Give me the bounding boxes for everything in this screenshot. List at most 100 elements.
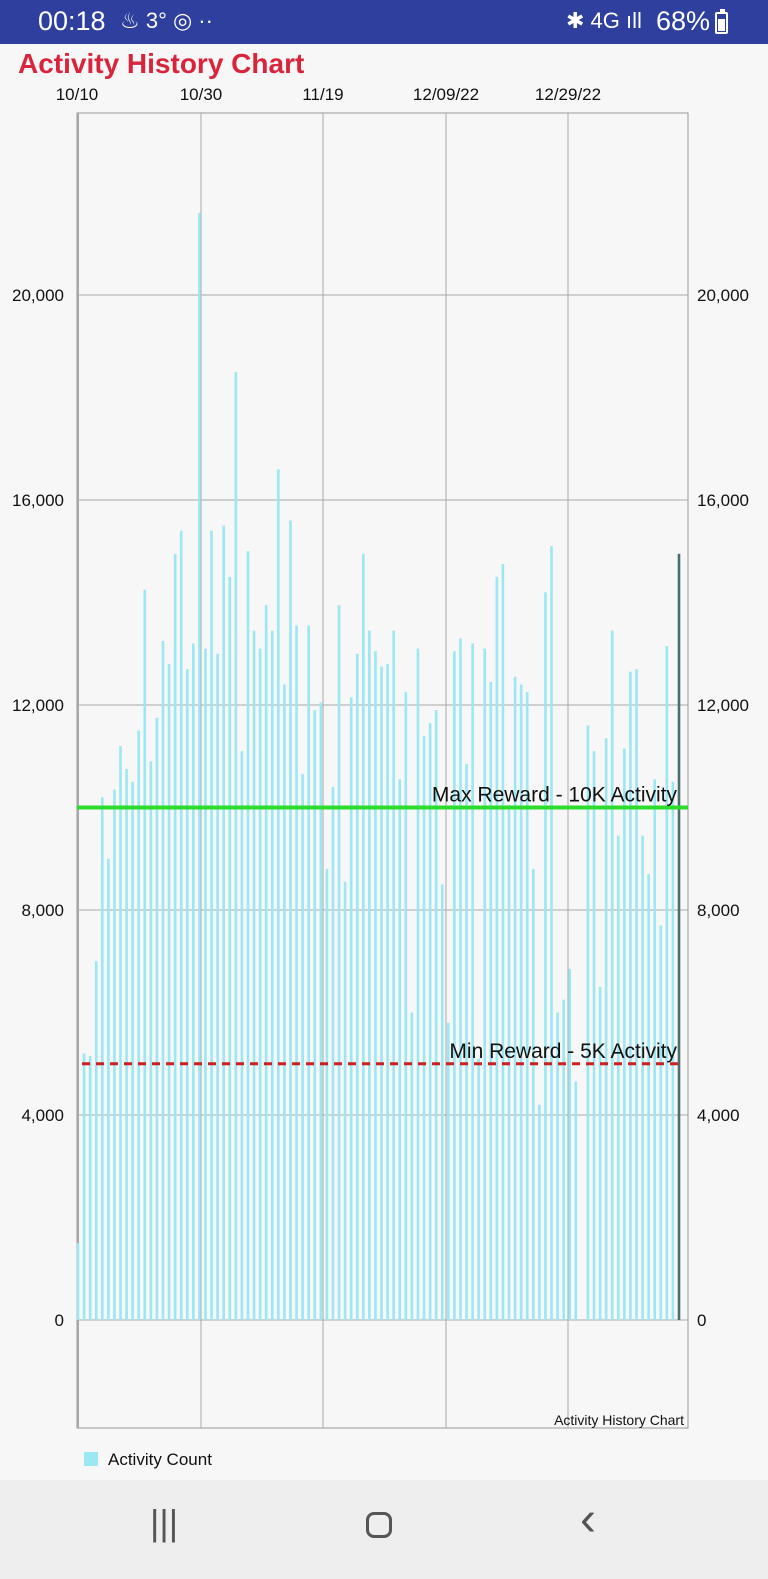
- x-tick-label: 11/19: [302, 85, 343, 104]
- y-tick-label-left: 20,000: [12, 286, 64, 305]
- chart-bar: [623, 748, 626, 1320]
- chart-bar: [453, 651, 456, 1320]
- chart-ticks: 0 0 4,000 4,000 8,000 8,000 12,000 12,000 16,000…: [12, 85, 749, 1330]
- chart-bar: [283, 684, 286, 1320]
- legend-swatch: [84, 1452, 98, 1466]
- notification-icons: ♨ 3° ◎ ··: [120, 8, 213, 33]
- chart-bar: [137, 730, 141, 1320]
- chart-bar: [483, 648, 487, 1320]
- status-bar: 00:18 ♨ 3° ◎ ·· ✱ 4G ıll 68%: [0, 0, 768, 44]
- home-button[interactable]: [366, 1512, 392, 1538]
- chart-bar: [289, 520, 292, 1320]
- recent-apps-button[interactable]: |||: [150, 1502, 179, 1543]
- chart-bar: [635, 669, 638, 1320]
- chart-bar: [465, 763, 468, 1320]
- chart-bar: [100, 797, 104, 1320]
- chart-bar: [179, 530, 183, 1320]
- chart-bar: [568, 968, 572, 1320]
- chart-legend: Activity Count: [84, 1450, 212, 1470]
- chart-bar: [495, 576, 499, 1320]
- chart-bar: [355, 653, 359, 1320]
- chart-bar: [362, 553, 365, 1320]
- y-tick-label-right: 4,000: [697, 1106, 740, 1125]
- chart-bar: [319, 702, 323, 1320]
- chart-bar: [574, 1081, 578, 1320]
- chart-bar: [82, 1053, 86, 1320]
- chart-bar: [270, 630, 274, 1320]
- y-tick-label-left: 12,000: [12, 696, 64, 715]
- y-tick-label-left: 16,000: [12, 491, 64, 510]
- chart-bar: [556, 1012, 559, 1320]
- chart-bar: [398, 779, 402, 1320]
- y-tick-label-left: 8,000: [21, 901, 64, 920]
- chart-bar: [343, 881, 347, 1320]
- system-nav-bar: ||| ‹: [0, 1480, 768, 1579]
- chart-bar: [610, 630, 614, 1320]
- chart-bar: [538, 1104, 541, 1320]
- chart-bar: [119, 746, 122, 1320]
- chart-bar: [416, 648, 420, 1320]
- chart-bar: [410, 1012, 414, 1320]
- chart-bar: [325, 869, 329, 1320]
- chart-bar: [210, 530, 213, 1320]
- chart-bar: [440, 884, 444, 1320]
- chart-bar: [598, 986, 602, 1320]
- chart-bar: [586, 725, 590, 1320]
- chart-bar: [641, 835, 644, 1320]
- chart-bar: [149, 761, 153, 1320]
- activity-chart[interactable]: Max Reward - 10K Activity Min Reward - 5K…: [0, 80, 768, 1440]
- x-tick-label: 12/29/22: [535, 85, 601, 104]
- chart-bar: [307, 625, 310, 1320]
- chart-bar: [131, 781, 134, 1320]
- chart-bar: [167, 664, 171, 1320]
- y-tick-label-right: 16,000: [697, 491, 749, 510]
- x-tick-label: 12/09/22: [413, 85, 479, 104]
- chart-bar: [173, 553, 177, 1320]
- chart-bar: [258, 648, 262, 1320]
- legend-label: Activity Count: [108, 1450, 212, 1469]
- chart-bar: [477, 1058, 480, 1320]
- chart-bar: [368, 630, 371, 1320]
- chart-bar: [331, 787, 335, 1320]
- chart-bar: [252, 630, 256, 1320]
- chart-bar: [562, 999, 565, 1320]
- chart-bars: [76, 213, 681, 1320]
- chart-bar: [604, 738, 608, 1320]
- chart-bar: [459, 638, 462, 1320]
- y-tick-label-right: 8,000: [697, 901, 740, 920]
- chart-bar: [659, 925, 663, 1320]
- chart-bar: [198, 213, 201, 1320]
- back-button[interactable]: ‹: [580, 1493, 596, 1546]
- chart-bar: [113, 789, 116, 1320]
- chart-bar: [264, 605, 268, 1320]
- chart-bar: [107, 858, 110, 1320]
- chart-bar: [295, 625, 298, 1320]
- chart-bar: [94, 961, 98, 1320]
- chart-bar: [532, 869, 535, 1320]
- status-time: 00:18: [38, 6, 106, 36]
- chart-bar: [404, 692, 408, 1320]
- chart-grid: [76, 112, 689, 1429]
- chart-bar: [647, 874, 650, 1320]
- chart-bar: [277, 469, 280, 1320]
- chart-bar: [313, 710, 317, 1320]
- chart-bar: [240, 751, 244, 1320]
- chart-bar: [301, 774, 304, 1320]
- chart-bar: [434, 710, 438, 1320]
- chart-bar: [501, 564, 505, 1320]
- min-reward-label: Min Reward - 5K Activity: [449, 1040, 677, 1063]
- chart-bar: [349, 697, 353, 1320]
- y-tick-label-right: 12,000: [697, 696, 749, 715]
- battery-percent: 68%: [655, 6, 710, 36]
- chart-bar: [489, 681, 493, 1320]
- chart-bar: [671, 781, 675, 1320]
- max-reward-label: Max Reward - 10K Activity: [432, 784, 678, 807]
- chart-bar: [374, 651, 377, 1320]
- chart-bar: [665, 646, 669, 1320]
- chart-bar: [525, 692, 529, 1320]
- chart-bar: [228, 576, 232, 1320]
- chart-bar: [222, 525, 225, 1320]
- chart-bar: [677, 553, 681, 1320]
- chart-bar: [519, 684, 523, 1320]
- chart-bar: [422, 735, 426, 1320]
